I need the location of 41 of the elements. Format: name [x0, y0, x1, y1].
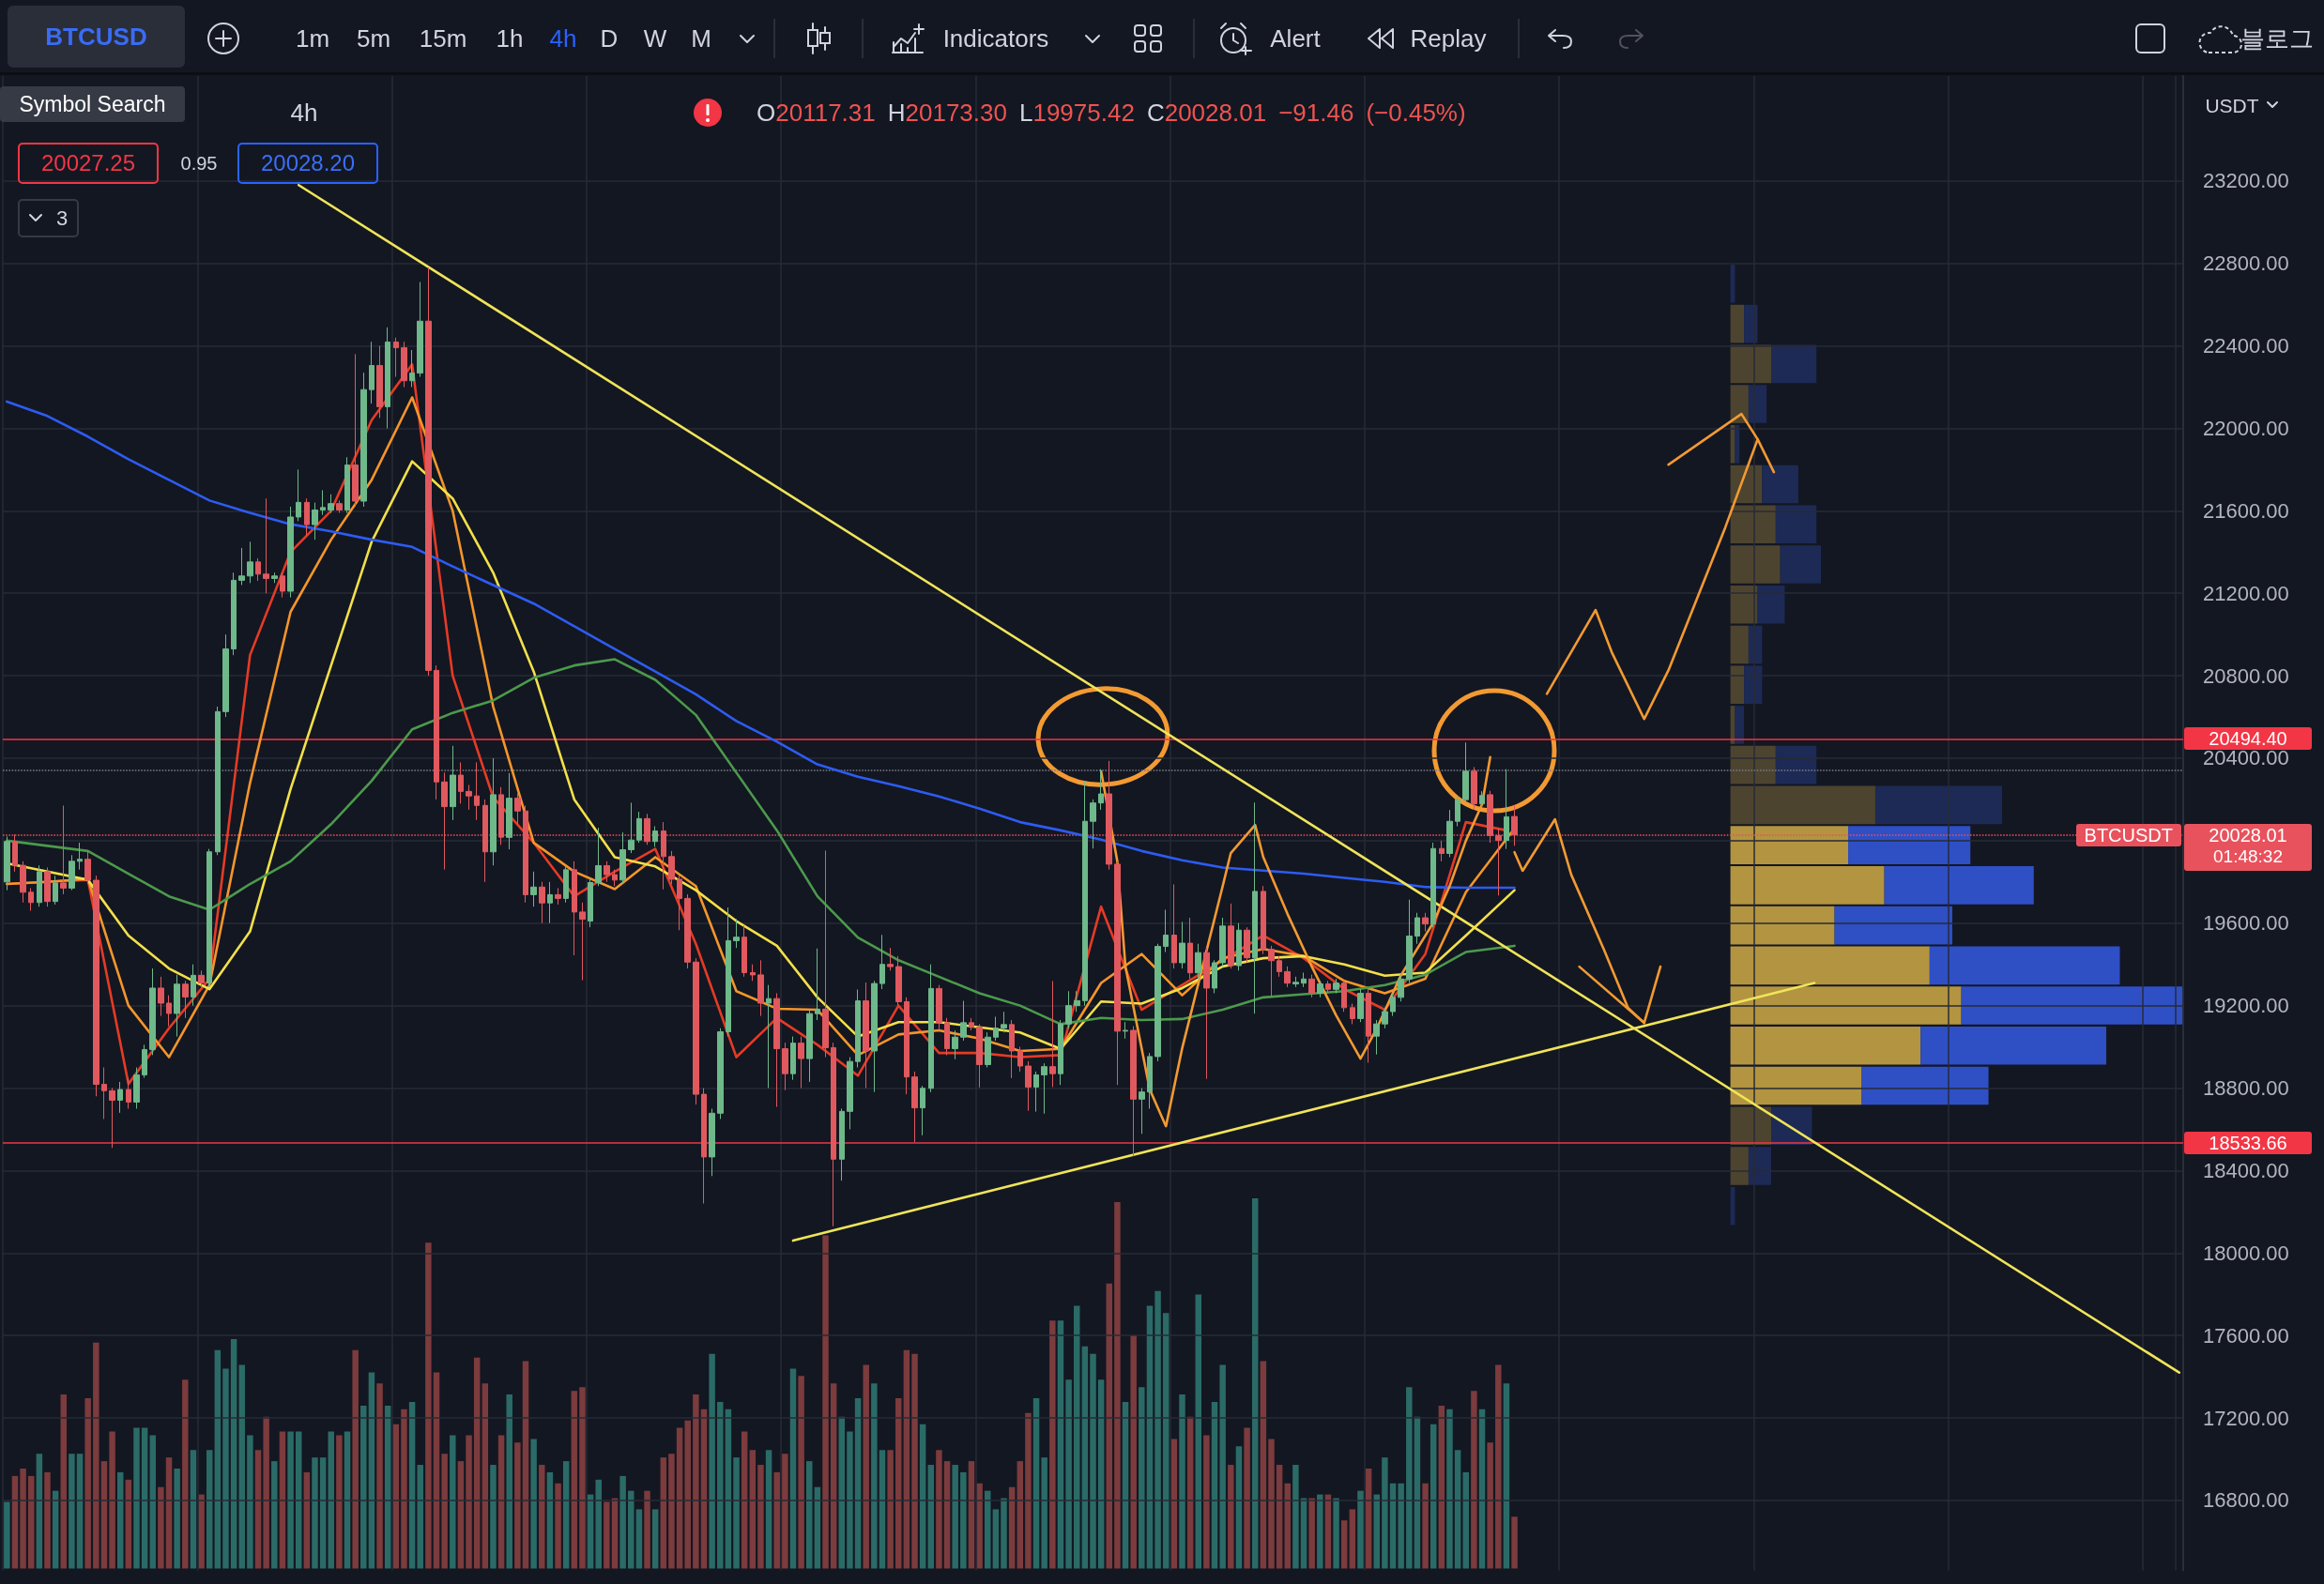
text: 1m	[295, 24, 330, 53]
y-tick-label: 19600.00	[2203, 911, 2289, 936]
text: Alert	[1270, 24, 1321, 53]
text: D	[600, 24, 619, 53]
y-tick-label: 20800.00	[2203, 663, 2289, 688]
y-tick-label: 16800.00	[2203, 1488, 2289, 1513]
text: 4h	[290, 99, 318, 127]
text: O20117.31 H20173.30 L19975.42 C20028.01 −91.46 (−0.45%)	[757, 99, 1466, 127]
y-tick-label: 22000.00	[2203, 416, 2289, 440]
text: 5m	[356, 24, 391, 53]
text: W	[643, 24, 667, 53]
text: 블로그	[2240, 24, 2314, 53]
text: 1h	[496, 24, 524, 53]
y-tick-label: 21600.00	[2203, 498, 2289, 523]
y-tick-label: 22400.00	[2203, 334, 2289, 358]
text: 01:48:32	[2212, 845, 2284, 868]
y-tick-label: 18400.00	[2203, 1158, 2289, 1182]
y-tick-label: 21200.00	[2203, 581, 2289, 605]
annotation: 20027.25	[18, 143, 159, 184]
ref-line-label: 20028.01	[2208, 824, 2288, 845]
annotation: 0.95	[180, 153, 218, 174]
y-tick-label: 18800.00	[2203, 1076, 2289, 1101]
y-tick-label: 22800.00	[2203, 251, 2289, 276]
text: Replay	[1410, 24, 1487, 53]
ref-line-label: 18533.66	[2184, 1133, 2312, 1154]
text: 15m	[419, 24, 467, 53]
annotation: 3	[55, 206, 69, 230]
annotation: Symbol Search	[0, 86, 185, 122]
y-tick-label: 23200.00	[2203, 169, 2289, 193]
y-tick-label: 19200.00	[2203, 994, 2289, 1018]
text: Indicators	[942, 24, 1049, 53]
text: BTCUSD	[8, 6, 185, 68]
annotation: BTCUSDT	[2075, 823, 2181, 846]
y-tick-label: 17600.00	[2203, 1323, 2289, 1348]
ref-line-label: 20494.40	[2184, 728, 2312, 750]
y-axis-title: USDT	[2205, 94, 2259, 116]
y-tick-label: 18000.00	[2203, 1241, 2289, 1265]
text: 4h	[549, 24, 577, 53]
text: M	[691, 24, 711, 53]
y-tick-label: 17200.00	[2203, 1406, 2289, 1430]
annotation: 20028.20	[237, 143, 378, 184]
